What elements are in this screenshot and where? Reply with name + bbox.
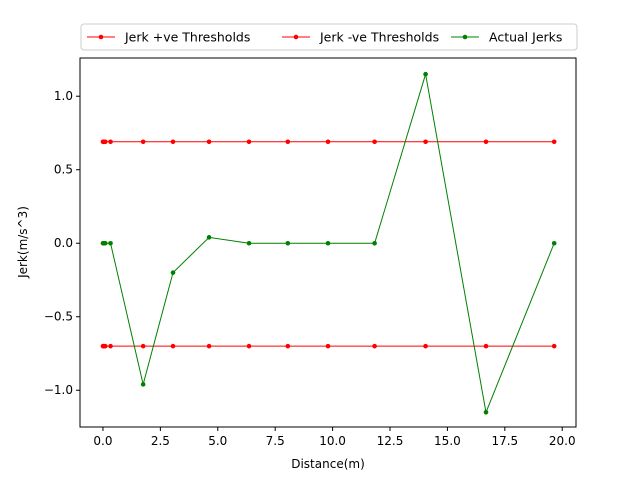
series-0-point [483,139,489,145]
legend: Jerk +ve Thresholds Jerk -ve Thresholds Ac… [80,23,578,51]
series-1-point [483,343,489,349]
legend-marker-1 [293,34,299,40]
series-2-point [325,240,331,246]
series-0-point [423,139,428,145]
y-tick-label: −0.5 [44,310,73,324]
series-1-point [206,343,212,349]
series-2-point [140,382,146,387]
series-2-point [246,240,252,246]
series-2-point [423,71,428,77]
series-2-point [372,240,377,246]
series-0-point [246,139,252,145]
plot-marks [100,71,557,415]
y-tick-label: 0.0 [54,236,73,250]
x-tick-label: 15.0 [434,434,461,448]
legend-marker-0 [98,34,104,40]
series-2-point [551,240,557,246]
series-0-point [551,139,557,145]
series-0-point [102,139,108,145]
y-tick-label: 1.0 [54,89,73,103]
x-tick-label: 17.5 [491,434,518,448]
series-1-point [246,343,252,349]
legend-label-2: Actual Jerks [489,30,562,45]
series-1-point [102,343,108,349]
legend-marker-2 [462,34,468,40]
series-1-point [170,343,176,349]
legend-box [80,23,578,51]
series-1-point [108,343,113,349]
x-tick-label: 12.5 [377,434,404,448]
series-2-point [285,240,291,246]
series-0-point [372,139,377,145]
x-tick-label: 10.0 [319,434,346,448]
x-tick-label: 20.0 [549,434,576,448]
series-0-point [325,139,331,145]
series-1-point [372,343,377,349]
legend-label-1: Jerk -ve Thresholds [319,30,439,45]
series-0-point [285,139,291,145]
series-2-point [170,270,176,275]
series-1-point [551,343,557,349]
series-1-point [285,343,291,349]
y-tick-label: 0.5 [54,163,73,177]
x-tick-label: 5.0 [208,434,227,448]
y-axis-label: Jerk(m/s^3) [16,206,30,279]
series-1-point [423,343,428,349]
x-tick-label: 2.5 [151,434,170,448]
x-tick-label: 7.5 [266,434,285,448]
plot-frame [79,57,577,428]
x-axis-label: Distance(m) [291,457,365,471]
x-tick-label: 0.0 [93,434,112,448]
series-1-point [325,343,331,349]
series-0-point [108,139,113,145]
series-2-point [102,240,108,246]
series-0-point [170,139,176,145]
series-1-point [140,343,146,349]
y-axis-ticks: −1.0 −0.5 0.0 0.5 1.0 [44,89,80,397]
y-tick-label: −1.0 [44,383,73,397]
series-2-point [108,240,113,246]
x-axis-ticks: 0.0 2.5 5.0 7.5 10.0 12.5 15.0 17.5 20.0 [93,427,576,448]
legend-label-0: Jerk +ve Thresholds [124,30,250,45]
series-2-point [206,235,212,240]
series-0-point [140,139,146,145]
series-2-point [483,410,489,415]
series-0-point [206,139,212,145]
